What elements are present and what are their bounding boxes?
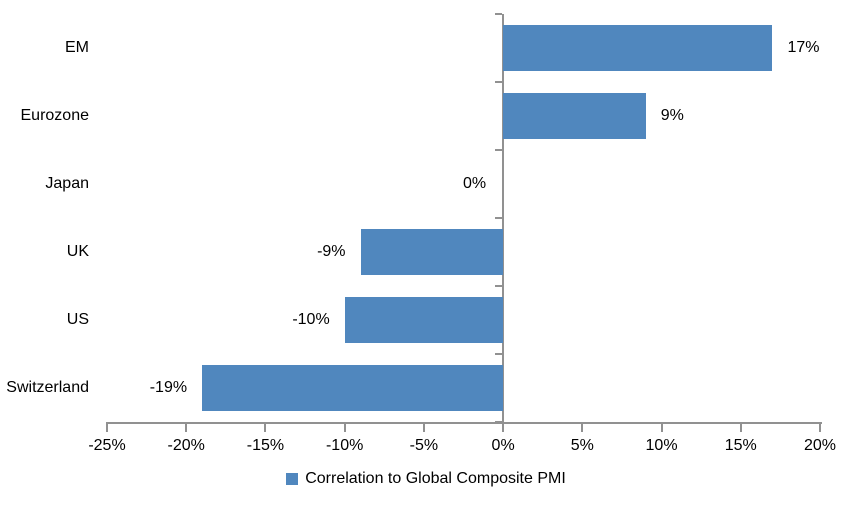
category-label: Eurozone <box>20 107 90 124</box>
y-axis-tick <box>495 81 503 83</box>
bar <box>360 229 504 275</box>
x-axis-tick <box>660 422 663 432</box>
x-axis-tick <box>264 422 267 432</box>
x-tick-label: -20% <box>167 437 205 454</box>
value-label: -19% <box>149 379 188 396</box>
y-axis-tick <box>495 353 503 355</box>
legend-label: Correlation to Global Composite PMI <box>305 470 566 487</box>
y-axis-tick <box>495 149 503 151</box>
x-tick-label: 5% <box>570 437 594 454</box>
bar <box>202 365 504 411</box>
x-axis <box>107 422 822 424</box>
x-axis-tick <box>185 422 188 432</box>
x-axis-tick <box>422 422 425 432</box>
value-label: 0% <box>463 175 487 192</box>
x-tick-label: -25% <box>88 437 126 454</box>
x-axis-tick <box>739 422 742 432</box>
y-axis-tick <box>495 13 503 15</box>
legend: Correlation to Global Composite PMI <box>0 469 852 489</box>
x-tick-label: -5% <box>409 437 439 454</box>
category-label: EM <box>65 39 89 56</box>
y-axis-tick <box>495 217 503 219</box>
category-label: Switzerland <box>6 379 89 396</box>
x-tick-label: 0% <box>491 437 515 454</box>
y-axis <box>502 14 505 422</box>
x-tick-label: 15% <box>724 437 757 454</box>
value-label: 17% <box>787 39 820 56</box>
x-axis-tick <box>581 422 584 432</box>
value-label: -10% <box>292 311 330 328</box>
x-tick-label: -10% <box>325 437 364 454</box>
bar <box>344 297 504 343</box>
value-label: -9% <box>317 243 346 260</box>
x-axis-tick <box>819 422 821 432</box>
legend-swatch-icon <box>286 473 299 485</box>
category-label: UK <box>66 243 89 260</box>
bar <box>503 93 646 139</box>
x-tick-label: 20% <box>803 437 837 454</box>
value-label: 9% <box>660 107 684 124</box>
y-axis-tick <box>495 285 503 287</box>
x-axis-tick <box>502 422 505 432</box>
category-label: Japan <box>45 175 89 192</box>
x-axis-tick <box>343 422 346 432</box>
x-tick-label: 10% <box>645 437 678 454</box>
x-axis-tick <box>106 422 108 432</box>
x-tick-label: -15% <box>246 437 285 454</box>
category-label: US <box>66 311 89 328</box>
bar <box>503 25 773 71</box>
